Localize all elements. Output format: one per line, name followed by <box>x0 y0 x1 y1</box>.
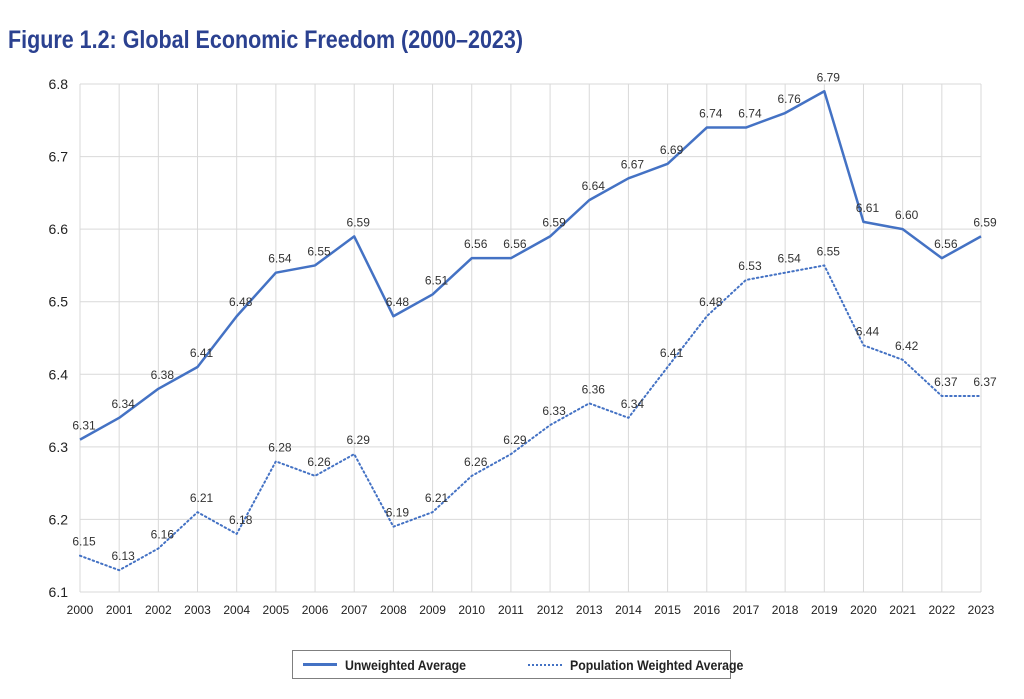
data-label: 6.59 <box>973 215 997 229</box>
data-label: 6.28 <box>268 440 292 454</box>
data-label: 6.42 <box>895 339 919 353</box>
data-label: 6.18 <box>229 513 253 527</box>
x-tick-label: 2000 <box>67 603 94 617</box>
x-tick-label: 2014 <box>615 603 642 617</box>
data-label: 6.29 <box>347 433 371 447</box>
data-label: 6.44 <box>856 324 880 338</box>
data-label: 6.79 <box>817 70 841 84</box>
data-label: 6.59 <box>542 215 566 229</box>
data-label: 6.26 <box>464 455 488 469</box>
legend: Unweighted Average Population Weighted A… <box>292 650 744 679</box>
x-tick-label: 2011 <box>498 603 524 617</box>
x-tick-label: 2001 <box>106 603 133 617</box>
data-label: 6.51 <box>425 273 449 287</box>
x-tick-label: 2009 <box>419 603 446 617</box>
x-tick-label: 2015 <box>654 603 681 617</box>
y-tick-label: 6.6 <box>49 221 69 237</box>
x-tick-label: 2016 <box>693 603 720 617</box>
x-tick-label: 2002 <box>145 603 172 617</box>
data-label: 6.64 <box>582 179 606 193</box>
data-label: 6.56 <box>503 237 527 251</box>
legend-swatch-dotted <box>528 663 563 666</box>
data-label: 6.29 <box>503 433 527 447</box>
series-line-unweighted <box>79 90 982 441</box>
data-label: 6.48 <box>229 295 253 309</box>
data-label: 6.34 <box>621 397 645 411</box>
data-label: 6.55 <box>307 244 331 258</box>
data-label: 6.56 <box>934 237 958 251</box>
data-label: 6.21 <box>425 491 449 505</box>
data-label: 6.59 <box>347 215 371 229</box>
x-tick-label: 2008 <box>380 603 407 617</box>
y-tick-label: 6.5 <box>49 294 69 310</box>
data-label: 6.69 <box>660 143 684 157</box>
x-tick-label: 2017 <box>733 603 760 617</box>
data-label: 6.36 <box>582 382 606 396</box>
legend-label: Population Weighted Average <box>570 656 744 673</box>
x-tick-label: 2005 <box>263 603 290 617</box>
x-tick-label: 2004 <box>223 603 250 617</box>
y-tick-label: 6.4 <box>49 366 69 382</box>
x-tick-label: 2003 <box>184 603 211 617</box>
x-tick-label: 2021 <box>889 603 916 617</box>
data-label: 6.67 <box>621 157 645 171</box>
x-tick-label: 2006 <box>302 603 329 617</box>
x-tick-label: 2019 <box>811 603 838 617</box>
y-tick-label: 6.2 <box>49 511 69 527</box>
chart-title: Figure 1.2: Global Economic Freedom (200… <box>8 26 523 54</box>
data-label: 6.34 <box>111 397 135 411</box>
data-label: 6.31 <box>72 419 96 433</box>
x-tick-label: 2012 <box>537 603 564 617</box>
y-tick-label: 6.3 <box>49 439 69 455</box>
x-tick-label: 2018 <box>772 603 799 617</box>
y-tick-label: 6.7 <box>49 149 69 165</box>
x-tick-label: 2020 <box>850 603 877 617</box>
data-label: 6.19 <box>386 506 410 520</box>
legend-item-weighted: Population Weighted Average <box>528 657 767 673</box>
data-label: 6.41 <box>660 346 684 360</box>
x-tick-label: 2010 <box>458 603 485 617</box>
y-tick-label: 6.1 <box>49 584 69 600</box>
data-label: 6.55 <box>817 244 841 258</box>
x-tick-label: 2007 <box>341 603 368 617</box>
series-line-weighted <box>79 264 982 572</box>
data-label: 6.61 <box>856 201 880 215</box>
data-label: 6.53 <box>738 259 762 273</box>
line-chart: 6.1 6.2 6.3 6.4 6.5 6.6 6.7 6.8 2000 2001 2002 2003… <box>49 70 997 617</box>
x-tick-label: 2023 <box>968 603 995 617</box>
data-label: 6.26 <box>307 455 331 469</box>
y-tick-label: 6.8 <box>49 76 69 92</box>
data-label: 6.48 <box>699 295 723 309</box>
data-label: 6.33 <box>542 404 566 418</box>
data-label: 6.41 <box>190 346 214 360</box>
x-tick-label: 2013 <box>576 603 603 617</box>
data-label: 6.54 <box>268 252 292 266</box>
legend-label: Unweighted Average <box>345 656 466 673</box>
data-label: 6.15 <box>72 535 96 549</box>
x-tick-label: 2022 <box>928 603 955 617</box>
data-label: 6.13 <box>111 549 135 563</box>
data-label: 6.76 <box>777 92 801 106</box>
data-label: 6.16 <box>151 527 175 541</box>
data-label: 6.74 <box>738 107 762 121</box>
data-label: 6.21 <box>190 491 214 505</box>
data-label: 6.48 <box>386 295 410 309</box>
data-label: 6.37 <box>934 375 958 389</box>
data-label: 6.60 <box>895 208 919 222</box>
data-label: 6.38 <box>151 368 175 382</box>
legend-swatch-solid <box>303 663 337 666</box>
data-label: 6.56 <box>464 237 488 251</box>
data-label: 6.37 <box>973 375 997 389</box>
data-label: 6.74 <box>699 107 723 121</box>
data-label: 6.54 <box>777 252 801 266</box>
legend-item-unweighted: Unweighted Average <box>303 657 482 673</box>
